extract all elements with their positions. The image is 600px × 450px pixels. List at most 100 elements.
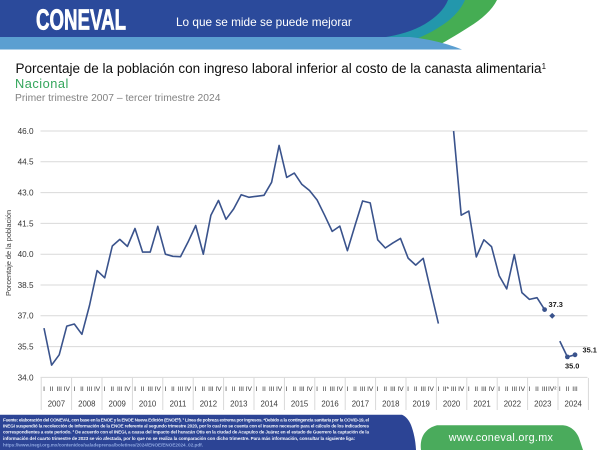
svg-text:2021: 2021	[473, 399, 490, 408]
svg-text:2015: 2015	[291, 399, 309, 408]
svg-text:I: I	[73, 386, 75, 393]
svg-text:2014: 2014	[261, 399, 279, 408]
svg-text:IV: IV	[337, 386, 344, 393]
svg-text:III: III	[481, 386, 487, 393]
svg-text:2020: 2020	[443, 399, 461, 408]
svg-text:34.0: 34.0	[18, 373, 34, 382]
svg-text:I: I	[104, 386, 106, 393]
svg-text:I: I	[407, 386, 409, 393]
svg-text:IV: IV	[155, 386, 162, 393]
svg-text:II: II	[323, 386, 327, 393]
svg-text:III: III	[117, 386, 123, 393]
svg-text:43.0: 43.0	[18, 189, 34, 198]
svg-text:III: III	[208, 386, 214, 393]
svg-text:IV: IV	[246, 386, 253, 393]
svg-text:I: I	[225, 386, 227, 393]
svg-text:2024: 2024	[565, 399, 583, 408]
svg-text:IV: IV	[124, 386, 131, 393]
svg-text:II: II	[232, 386, 236, 393]
svg-text:II: II	[80, 386, 84, 393]
svg-text:correspondientes a este period: correspondientes a este periodo. ² De ac…	[3, 430, 369, 435]
svg-text:I: I	[437, 386, 439, 393]
svg-text:44.5: 44.5	[18, 158, 34, 167]
svg-text:2018: 2018	[382, 399, 399, 408]
svg-text:2013: 2013	[230, 399, 247, 408]
svg-text:IV: IV	[519, 386, 526, 393]
svg-text:I: I	[468, 386, 470, 393]
svg-text:IV: IV	[185, 386, 192, 393]
svg-text:III: III	[178, 386, 184, 393]
svg-text:IV: IV	[458, 386, 465, 393]
svg-text:IV²: IV²	[548, 386, 557, 393]
svg-text:Lo que se mide se puede mejora: Lo que se mide se puede mejorar	[176, 15, 352, 29]
svg-text:41.5: 41.5	[18, 219, 34, 228]
svg-text:II: II	[414, 386, 418, 393]
svg-text:II: II	[383, 386, 387, 393]
svg-text:III: III	[512, 386, 518, 393]
svg-text:38.5: 38.5	[18, 281, 34, 290]
svg-text:III: III	[269, 386, 275, 393]
svg-text:37.0: 37.0	[18, 312, 34, 321]
svg-text:I: I	[255, 386, 257, 393]
svg-text:II: II	[201, 386, 205, 393]
svg-text:II: II	[505, 386, 509, 393]
svg-text:III: III	[147, 386, 153, 393]
svg-text:I: I	[43, 386, 45, 393]
svg-text:IV: IV	[276, 386, 283, 393]
svg-text:I: I	[195, 386, 197, 393]
svg-text:I: I	[498, 386, 500, 393]
svg-text:II: II	[353, 386, 357, 393]
svg-text:I: I	[286, 386, 288, 393]
svg-text:II*: II*	[443, 386, 450, 393]
svg-text:III: III	[238, 386, 244, 393]
svg-text:I: I	[346, 386, 348, 393]
svg-text:2022: 2022	[504, 399, 521, 408]
svg-text:información del cuarto trimest: información del cuarto trimestre de 2023…	[3, 436, 355, 441]
svg-text:IV: IV	[215, 386, 222, 393]
svg-text:I: I	[164, 386, 166, 393]
svg-text:II: II	[110, 386, 114, 393]
svg-text:III: III	[360, 386, 366, 393]
svg-text:2023: 2023	[534, 399, 551, 408]
svg-text:2007: 2007	[48, 399, 65, 408]
svg-text:III: III	[542, 386, 548, 393]
svg-text:II: II	[292, 386, 296, 393]
svg-text:I: I	[377, 386, 379, 393]
svg-text:2016: 2016	[321, 399, 338, 408]
svg-text:III: III	[87, 386, 93, 393]
svg-text:II: II	[50, 386, 54, 393]
svg-text:2011: 2011	[170, 399, 187, 408]
svg-text:35.5: 35.5	[18, 343, 34, 352]
svg-text:II: II	[171, 386, 175, 393]
svg-text:2017: 2017	[352, 399, 369, 408]
svg-text:46.0: 46.0	[18, 127, 34, 136]
svg-text:II: II	[566, 386, 570, 393]
svg-text:III: III	[299, 386, 305, 393]
svg-text:Fuente: elaboración del CONEVA: Fuente: elaboración del CONEVAL con base…	[3, 417, 369, 422]
svg-text:I: I	[134, 386, 136, 393]
svg-text:INEGI suspendió la recolección: INEGI suspendió la recolección de inform…	[3, 424, 369, 429]
svg-text:II: II	[262, 386, 266, 393]
svg-text:Porcentaje de la población: Porcentaje de la población	[4, 210, 13, 296]
svg-text:2012: 2012	[200, 399, 217, 408]
svg-text:III: III	[56, 386, 62, 393]
svg-text:40.0: 40.0	[18, 250, 34, 259]
svg-text:www.coneval.org.mx: www.coneval.org.mx	[448, 432, 554, 444]
svg-text:IV: IV	[397, 386, 404, 393]
svg-text:III: III	[420, 386, 426, 393]
svg-text:37.3: 37.3	[549, 300, 563, 309]
svg-text:I: I	[528, 386, 530, 393]
svg-text:CONEVAL: CONEVAL	[36, 5, 126, 37]
svg-text:III: III	[451, 386, 457, 393]
svg-text:II: II	[535, 386, 539, 393]
svg-text:2019: 2019	[413, 399, 430, 408]
svg-text:35.1: 35.1	[583, 346, 597, 355]
svg-text:III: III	[329, 386, 335, 393]
svg-text:IV: IV	[64, 386, 71, 393]
svg-text:https://www.inegi.org.mx/conte: https://www.inegi.org.mx/contenidos/sala…	[3, 442, 203, 447]
svg-text:2008: 2008	[78, 399, 95, 408]
svg-text:2010: 2010	[139, 399, 157, 408]
svg-text:II: II	[141, 386, 145, 393]
svg-text:II: II	[474, 386, 478, 393]
svg-text:III: III	[572, 386, 578, 393]
